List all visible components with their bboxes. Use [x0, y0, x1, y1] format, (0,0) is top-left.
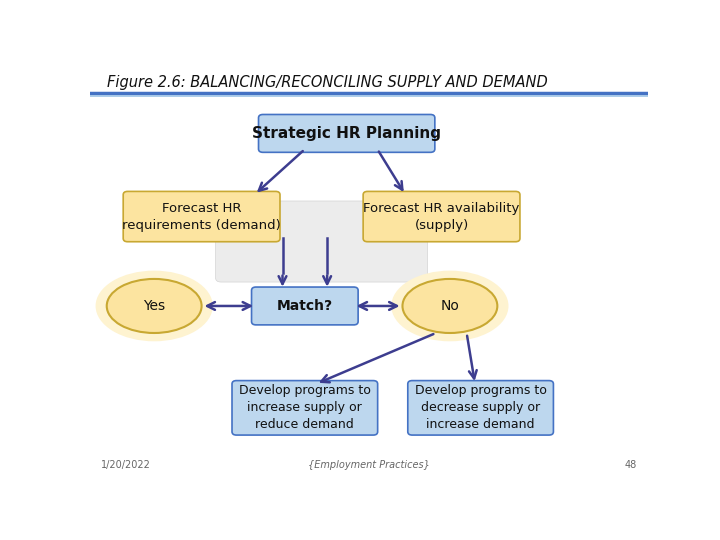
Text: Forecast HR
requirements (demand): Forecast HR requirements (demand) — [122, 201, 281, 232]
Text: {Employment Practices}: {Employment Practices} — [308, 460, 430, 470]
Text: 1/20/2022: 1/20/2022 — [101, 460, 151, 470]
Text: 48: 48 — [624, 460, 637, 470]
FancyBboxPatch shape — [363, 191, 520, 242]
FancyBboxPatch shape — [123, 191, 280, 242]
Ellipse shape — [402, 279, 498, 333]
FancyBboxPatch shape — [251, 287, 358, 325]
Text: Match?: Match? — [276, 299, 333, 313]
Ellipse shape — [107, 279, 202, 333]
Text: Yes: Yes — [143, 299, 165, 313]
Ellipse shape — [96, 271, 213, 341]
FancyBboxPatch shape — [215, 201, 428, 282]
Text: Develop programs to
decrease supply or
increase demand: Develop programs to decrease supply or i… — [415, 384, 546, 431]
Text: Strategic HR Planning: Strategic HR Planning — [252, 126, 441, 141]
Text: Figure 2.6: BALANCING/RECONCILING SUPPLY AND DEMAND: Figure 2.6: BALANCING/RECONCILING SUPPLY… — [107, 75, 547, 90]
FancyBboxPatch shape — [258, 114, 435, 152]
FancyBboxPatch shape — [408, 381, 554, 435]
Text: No: No — [441, 299, 459, 313]
Text: Forecast HR availability
(supply): Forecast HR availability (supply) — [364, 201, 520, 232]
Ellipse shape — [392, 271, 508, 341]
FancyBboxPatch shape — [232, 381, 378, 435]
Text: Develop programs to
increase supply or
reduce demand: Develop programs to increase supply or r… — [239, 384, 371, 431]
